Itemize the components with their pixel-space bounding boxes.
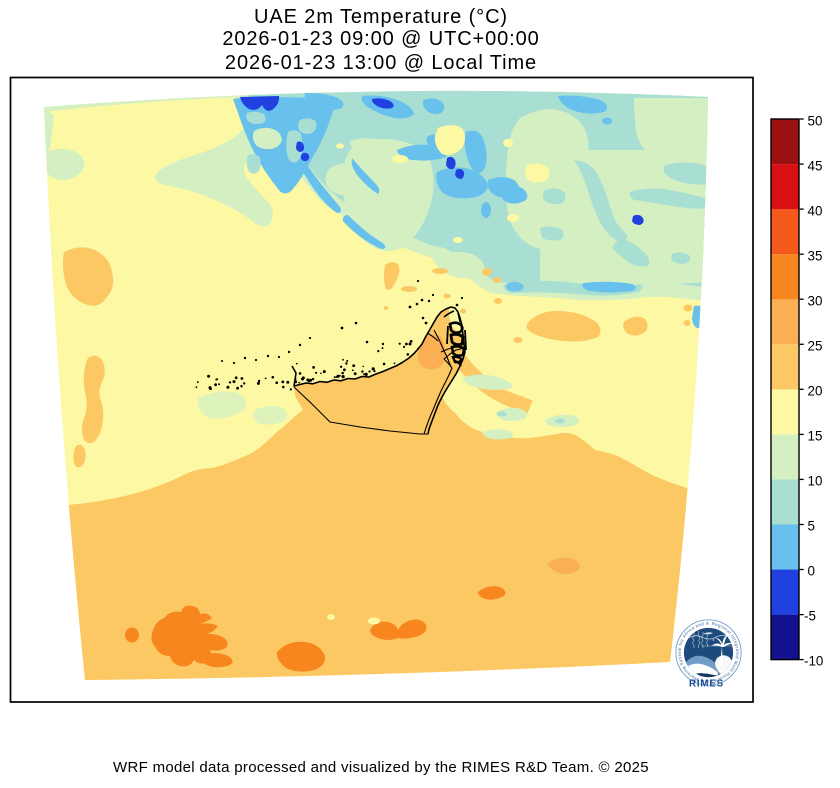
- svg-text:RIMES: RIMES: [689, 679, 724, 690]
